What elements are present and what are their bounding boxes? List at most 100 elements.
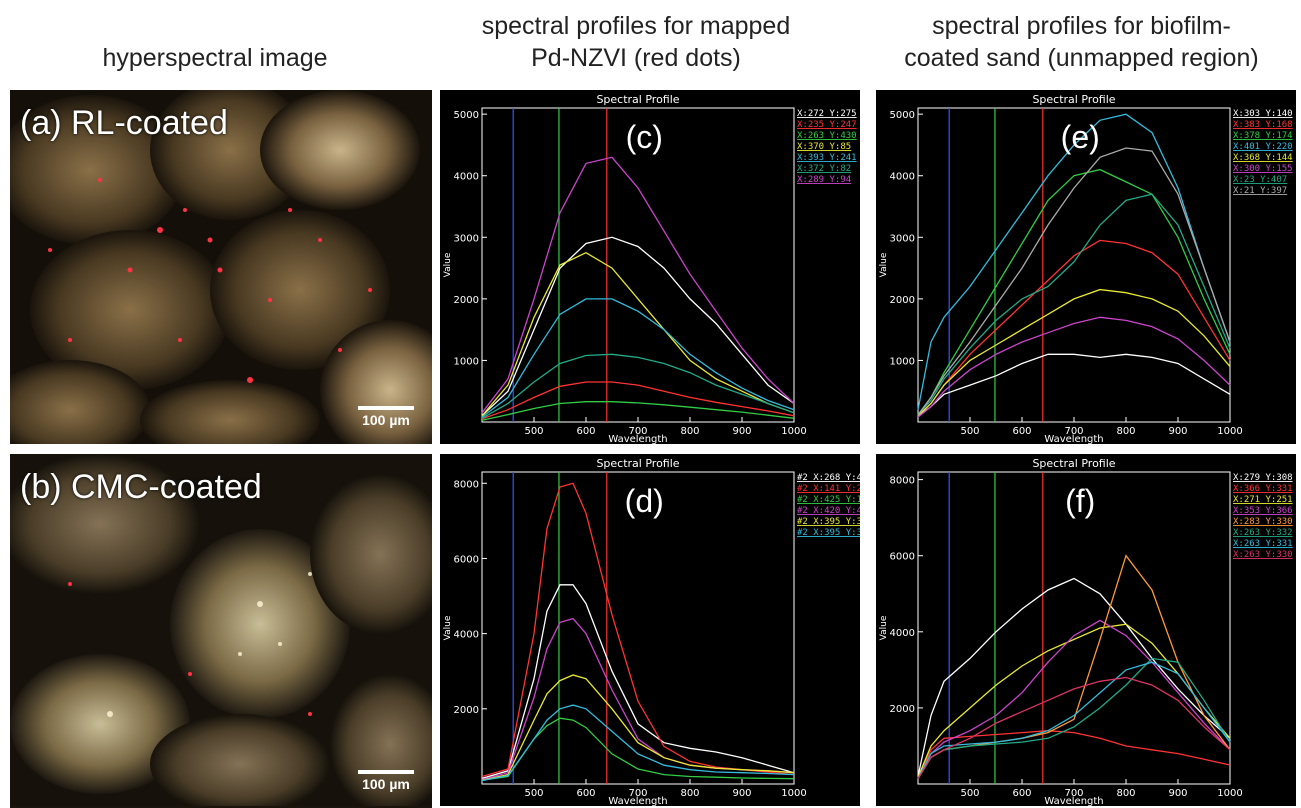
panel-label: (d) [625, 483, 664, 519]
series-line-1 [481, 381, 795, 420]
legend-entry-1: X:366 Y:331 [1233, 484, 1293, 494]
legend-entry-0: #2 X:268 Y:423 [797, 473, 860, 483]
legend-entry-2: X:271 Y:251 [1233, 495, 1293, 505]
legend-entry-6: X:289 Y:94 [797, 175, 851, 185]
spectral-chart-e: Spectral Profile Wavelength Value 500 600 700… [876, 90, 1296, 444]
series-line-5 [481, 353, 795, 419]
series-line-6 [917, 193, 1231, 416]
spectral-chart-f: Spectral Profile Wavelength Value 500 600 700… [876, 454, 1296, 806]
legend-entry-4: X:283 Y:330 [1233, 517, 1293, 527]
panel-label: (f) [1065, 483, 1095, 519]
series-line-5 [917, 316, 1231, 418]
header-mapped-pd-nzvi: spectral profiles for mapped Pd-NZVI (red… [481, 12, 791, 72]
micrograph-label-a: (a) RL-coated [20, 104, 228, 142]
x-tick-label: 900 [1168, 788, 1187, 799]
x-tick-label: 600 [576, 788, 595, 799]
legend-entry-1: X:235 Y:247 [797, 120, 857, 130]
chart-svg-f: Spectral Profile Wavelength Value 500 600 700… [879, 457, 1293, 806]
series-line-2 [481, 717, 795, 781]
legend-entry-2: X:378 Y:174 [1233, 131, 1293, 141]
x-tick-label: 800 [680, 788, 699, 799]
y-tick-label: 4000 [890, 172, 915, 183]
header-hyperspectral-image: hyperspectral image [102, 44, 328, 72]
y-tick-label: 2000 [890, 295, 915, 306]
y-tick-label: 3000 [454, 233, 479, 244]
chart-svg-e: Spectral Profile Wavelength Value 500 600 700… [879, 93, 1293, 444]
legend-entry-4: X:393 Y:241 [797, 153, 857, 163]
panel-label: (e) [1061, 119, 1100, 155]
plot-frame [481, 107, 795, 423]
legend-entry-2: X:263 Y:430 [797, 131, 857, 141]
y-tick-label: 1000 [454, 356, 479, 367]
series-line-7 [917, 676, 1231, 780]
series-line-0 [917, 353, 1231, 417]
x-tick-label: 1000 [1217, 788, 1242, 799]
x-tick-label: 600 [576, 426, 595, 437]
legend-entry-4: #2 X:395 Y:383 [797, 517, 860, 527]
chart-title: Spectral Profile [1032, 93, 1115, 106]
series-line-1 [481, 482, 795, 778]
legend-entry-3: X:353 Y:366 [1233, 506, 1293, 516]
plot-frame [917, 107, 1231, 423]
series-line-3 [917, 113, 1231, 410]
series-line-0 [481, 236, 795, 417]
series-line-4 [481, 298, 795, 418]
series-line-5 [917, 657, 1231, 780]
micrograph-rl-image [10, 90, 432, 444]
scale-bar-a: 100 µm [358, 406, 414, 428]
x-tick-label: 900 [1168, 426, 1187, 437]
legend-entry-3: X:401 Y:220 [1233, 142, 1293, 152]
y-tick-label: 5000 [454, 110, 479, 121]
micrograph-cmc-image [10, 454, 432, 808]
y-tick-label: 4000 [454, 172, 479, 183]
x-tick-label: 600 [1012, 426, 1031, 437]
x-tick-label: 1000 [781, 426, 806, 437]
y-tick-label: 8000 [454, 479, 479, 490]
legend-entry-3: X:370 Y:85 [797, 142, 851, 152]
x-tick-label: 800 [680, 426, 699, 437]
legend-entry-5: X:372 Y:82 [797, 164, 851, 174]
x-tick-label: 700 [1064, 788, 1083, 799]
x-tick-label: 900 [732, 788, 751, 799]
x-axis-label: Wavelength [1044, 434, 1103, 444]
legend-entry-0: X:279 Y:308 [1233, 473, 1293, 483]
y-tick-label: 4000 [890, 628, 915, 639]
x-axis-label: Wavelength [1044, 796, 1103, 806]
y-axis-label: Value [443, 615, 453, 640]
x-axis-label: Wavelength [608, 434, 667, 444]
x-tick-label: 500 [960, 426, 979, 437]
x-tick-label: 500 [960, 788, 979, 799]
x-tick-label: 800 [1116, 788, 1135, 799]
x-axis-label: Wavelength [608, 796, 667, 806]
series-line-4 [481, 674, 795, 781]
series-line-4 [917, 288, 1231, 417]
micrograph-label-b: (b) CMC-coated [20, 468, 262, 506]
x-tick-label: 1000 [1217, 426, 1242, 437]
legend-entry-1: X:383 Y:168 [1233, 120, 1293, 130]
series-line-5 [481, 704, 795, 782]
legend-entry-7: X:21 Y:397 [1233, 186, 1287, 196]
y-tick-label: 3000 [890, 233, 915, 244]
legend-entry-5: #2 X:395 Y:386 [797, 528, 860, 538]
legend-entry-0: X:272 Y:275 [797, 109, 857, 119]
micrograph-rl-coated: (a) RL-coated 100 µm [10, 90, 432, 444]
legend-entry-1: #2 X:141 Y:233 [797, 484, 860, 494]
series-line-1 [917, 730, 1231, 779]
x-tick-label: 900 [732, 426, 751, 437]
header-biofilm-coated-sand: spectral profiles for biofilm-coated san… [904, 12, 1259, 72]
x-tick-label: 1000 [781, 788, 806, 799]
chart-svg-c: Spectral Profile Wavelength Value 500 600 700… [443, 93, 857, 444]
series-line-7 [917, 147, 1231, 416]
scale-bar-b: 100 µm [358, 770, 414, 792]
chart-title: Spectral Profile [1032, 457, 1115, 470]
chart-svg-d: Spectral Profile Wavelength Value 500 600 700… [443, 457, 860, 806]
legend-entry-2: #2 X:425 Y:105 [797, 495, 860, 505]
y-tick-label: 4000 [454, 630, 479, 641]
x-tick-label: 600 [1012, 788, 1031, 799]
y-axis-label: Value [879, 615, 889, 640]
chart-title: Spectral Profile [596, 457, 679, 470]
legend-entry-5: X:263 Y:332 [1233, 528, 1293, 538]
y-tick-label: 2000 [454, 705, 479, 716]
series-line-0 [917, 577, 1231, 777]
y-tick-label: 5000 [890, 110, 915, 121]
